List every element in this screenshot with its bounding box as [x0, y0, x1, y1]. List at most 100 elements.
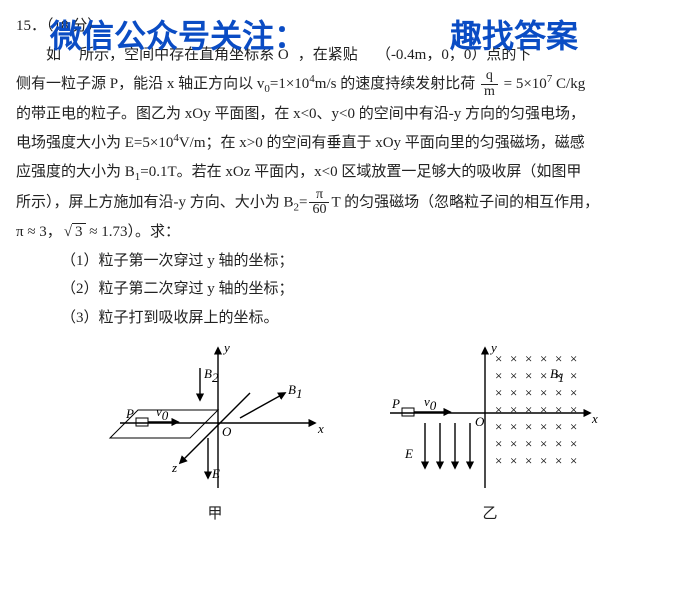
v0-label: v0: [156, 404, 169, 423]
svg-text:×: ×: [570, 402, 577, 417]
figure-right: × × × × × × × × × × × × × × × × × × × × × × × × × × × × × × × × × × ×…: [380, 338, 600, 529]
svg-text:×: ×: [555, 419, 562, 434]
num: π: [309, 188, 329, 204]
den: 60: [309, 203, 329, 218]
svg-text:×: ×: [510, 402, 517, 417]
t: （-0.4m，0，0）点的下: [376, 47, 531, 63]
sub1: （1）粒子第一次穿过 y 轴的坐标；: [61, 247, 684, 276]
figure-right-svg: × × × × × × × × × × × × × × × × × × × × × × × × × × × × × × × × × × ×…: [380, 338, 600, 498]
x-label-2: x: [591, 411, 598, 426]
E-label: E: [211, 466, 220, 481]
field-crosses: × × × × × × × × × × × × × × × × × × × × × × × × × × × × × × × × × × ×…: [495, 351, 577, 468]
svg-text:×: ×: [555, 453, 562, 468]
t: 电场强度大小为 E=5×10: [16, 135, 173, 151]
svg-text:×: ×: [525, 385, 532, 400]
line7: π ≈ 3，√3 ≈ 1.73）。求：: [16, 218, 684, 247]
svg-text:×: ×: [495, 436, 502, 451]
exam-page: 微信公众号关注： 趣找答案 15．（18 分） 如■■所示，空间中存在直角坐标系…: [0, 0, 700, 608]
svg-text:×: ×: [570, 436, 577, 451]
figure-left-caption: 甲: [100, 500, 330, 529]
svg-text:×: ×: [555, 436, 562, 451]
svg-text:×: ×: [540, 368, 547, 383]
svg-text:×: ×: [510, 351, 517, 366]
svg-text:×: ×: [570, 453, 577, 468]
O-label-2: O: [475, 414, 485, 429]
svg-text:×: ×: [555, 385, 562, 400]
t: =0.1T。若在 xOz 平面内，x<0 区域放置一足够大的吸收屏（如图甲: [140, 164, 581, 180]
figure-left: x y z O P v0 B2 B1 E 甲: [100, 338, 330, 529]
svg-text:×: ×: [510, 385, 517, 400]
t: 所示，空间中存在直角坐标系 O: [79, 47, 289, 63]
t: 应强度的大小为 B: [16, 164, 135, 180]
svg-text:×: ×: [525, 351, 532, 366]
B2-label: B2: [204, 366, 219, 385]
O-label: O: [222, 424, 232, 439]
t: T 的匀强磁场（忽略粒子间的相互作用，: [331, 194, 599, 210]
t: V/m；在 x>0 的空间有垂直于 xOy 平面向里的匀强磁场，磁感: [179, 135, 585, 151]
svg-text:×: ×: [555, 351, 562, 366]
svg-text:×: ×: [525, 368, 532, 383]
t: 所示），屏上方施加有沿-y 方向、大小为 B: [16, 194, 294, 210]
t: = 5×10: [500, 76, 547, 92]
svg-text:×: ×: [540, 385, 547, 400]
t: C/kg: [552, 76, 585, 92]
z-label: z: [171, 460, 177, 475]
svg-text:×: ×: [540, 453, 547, 468]
line3: 的带正电的粒子。图乙为 xOy 平面图，在 x<0、y<0 的空间中有沿-y 方…: [16, 100, 684, 129]
svg-text:×: ×: [510, 453, 517, 468]
svg-text:×: ×: [510, 436, 517, 451]
E-label-2: E: [404, 446, 413, 461]
frac-q-m: qm: [481, 69, 498, 99]
rad: 3: [72, 223, 86, 240]
svg-text:×: ×: [510, 368, 517, 383]
y-label: y: [222, 340, 230, 355]
svg-text:×: ×: [510, 419, 517, 434]
t: ，在紧贴: [298, 47, 358, 63]
sub3: （3）粒子打到吸收屏上的坐标。: [61, 304, 684, 333]
frac-b2: π60: [309, 188, 329, 218]
svg-text:×: ×: [495, 419, 502, 434]
figure-right-caption: 乙: [380, 500, 600, 529]
sub: 2: [294, 201, 300, 213]
svg-text:×: ×: [570, 351, 577, 366]
svg-text:×: ×: [495, 453, 502, 468]
svg-text:×: ×: [570, 368, 577, 383]
y-label-2: y: [489, 340, 497, 355]
figure-left-svg: x y z O P v0 B2 B1 E: [100, 338, 330, 498]
svg-text:×: ×: [540, 351, 547, 366]
svg-text:×: ×: [570, 385, 577, 400]
line2: 侧有一粒子源 P，能沿 x 轴正方向以 v0=1×104m/s 的速度持续发射比…: [16, 69, 684, 100]
P-label-2: P: [391, 396, 400, 411]
sub-questions: （1）粒子第一次穿过 y 轴的坐标； （2）粒子第二次穿过 y 轴的坐标； （3…: [16, 247, 684, 333]
svg-text:×: ×: [540, 402, 547, 417]
x-label: x: [317, 421, 324, 436]
B1-label: B1: [288, 382, 302, 401]
svg-text:×: ×: [525, 436, 532, 451]
figures-row: x y z O P v0 B2 B1 E 甲: [16, 338, 684, 529]
den: m: [481, 85, 498, 100]
sqrt3: √3: [62, 218, 86, 247]
svg-text:×: ×: [495, 402, 502, 417]
sub2: （2）粒子第二次穿过 y 轴的坐标；: [61, 275, 684, 304]
svg-text:×: ×: [570, 419, 577, 434]
svg-text:×: ×: [525, 419, 532, 434]
v0-label-2: v0: [424, 394, 437, 413]
num: q: [481, 69, 498, 85]
t: ≈ 1.73）。求：: [86, 224, 180, 240]
t: 如: [46, 47, 61, 63]
line6: 所示），屏上方施加有沿-y 方向、大小为 B2=π60T 的匀强磁场（忽略粒子间…: [16, 188, 684, 219]
line5: 应强度的大小为 B1=0.1T。若在 xOz 平面内，x<0 区域放置一足够大的…: [16, 158, 684, 188]
P-label: P: [125, 406, 134, 421]
svg-text:×: ×: [540, 419, 547, 434]
t: 侧有一粒子源 P，能沿 x 轴正方向以 v: [16, 76, 264, 92]
svg-text:×: ×: [540, 436, 547, 451]
line4: 电场强度大小为 E=5×104V/m；在 x>0 的空间有垂直于 xOy 平面向…: [16, 128, 684, 158]
question-number-line: 15．（18 分）: [16, 12, 684, 41]
question-number: 15．（18 分）: [16, 18, 102, 34]
svg-text:×: ×: [525, 453, 532, 468]
svg-text:×: ×: [525, 402, 532, 417]
t: =1×10: [270, 76, 309, 92]
svg-text:×: ×: [555, 402, 562, 417]
t: m/s 的速度持续发射比荷: [315, 76, 479, 92]
line1: 如■■所示，空间中存在直角坐标系 O■，在紧贴■■（-0.4m，0，0）点的下: [16, 41, 684, 70]
